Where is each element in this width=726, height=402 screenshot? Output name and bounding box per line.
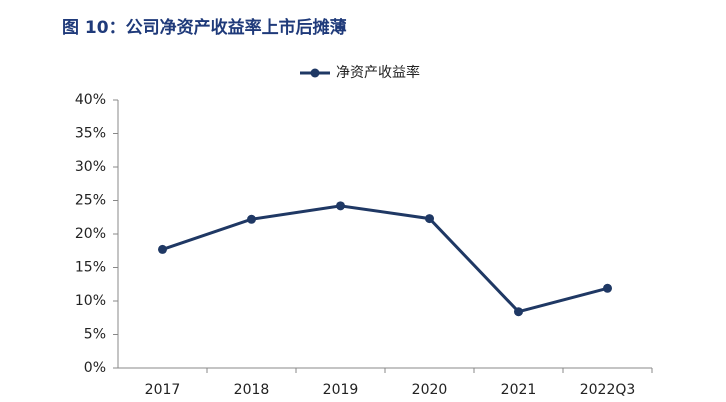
y-tick-label: 25% (75, 193, 106, 209)
x-tick-label: 2018 (234, 382, 270, 398)
y-tick-label: 20% (75, 226, 106, 242)
y-tick-label: 15% (75, 260, 106, 276)
chart-title: 图 10：公司净资产收益率上市后摊薄 (62, 17, 347, 38)
data-point (514, 307, 523, 317)
x-tick-label: 2017 (145, 382, 181, 398)
y-tick-label: 30% (75, 159, 106, 175)
data-point (158, 244, 167, 254)
x-tick-label: 2022Q3 (580, 382, 636, 398)
x-tick-label: 2019 (323, 382, 359, 398)
legend-marker (310, 68, 320, 78)
data-point (336, 201, 345, 211)
data-point (425, 214, 434, 224)
x-tick-label: 2020 (412, 382, 448, 398)
y-tick-label: 10% (75, 293, 106, 309)
y-tick-label: 5% (84, 327, 106, 343)
data-point (247, 214, 256, 224)
series-line (162, 204, 608, 314)
y-tick-label: 40% (75, 92, 106, 108)
legend-label: 净资产收益率 (336, 64, 420, 81)
y-tick-label: 35% (75, 126, 106, 142)
x-tick-label: 2021 (501, 382, 537, 398)
data-point (603, 283, 612, 293)
y-tick-label: 0% (84, 360, 106, 376)
